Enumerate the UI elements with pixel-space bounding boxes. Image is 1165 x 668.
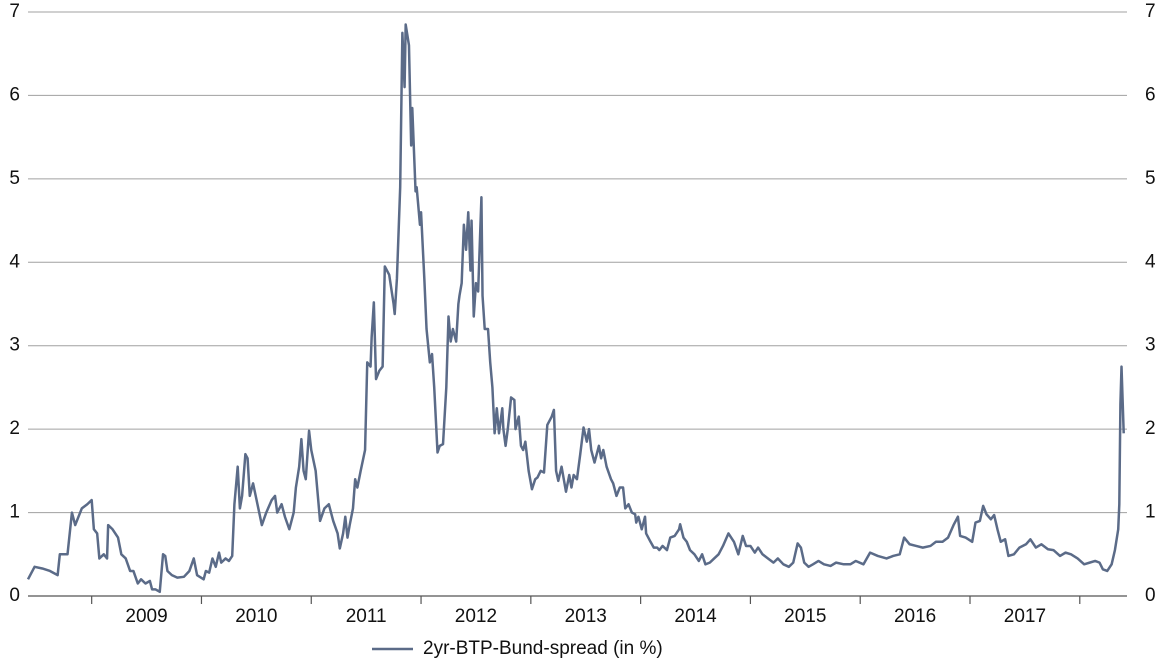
- y2-tick-label: 5: [1145, 168, 1156, 189]
- y2-tick-label: 7: [1145, 1, 1156, 22]
- x-tick-label: 2013: [565, 606, 607, 627]
- y2-tick-label: 1: [1145, 502, 1156, 523]
- y-tick-label: 4: [9, 251, 20, 272]
- x-tick-label: 2009: [125, 606, 167, 627]
- y-tick-label: 6: [9, 84, 20, 105]
- y2-tick-label: 4: [1145, 251, 1156, 272]
- data-line: [26, 23, 1125, 594]
- legend-label: 2yr-BTP-Bund-spread (in %): [423, 638, 663, 659]
- y-tick-label: 5: [9, 168, 20, 189]
- x-tick-label: 2011: [346, 606, 387, 627]
- x-tick-label: 2016: [894, 606, 936, 627]
- y2-tick-label: 2: [1145, 418, 1156, 439]
- y-tick-label: 3: [9, 335, 20, 356]
- y-tick-label: 7: [9, 1, 20, 22]
- y-tick-label: 1: [9, 502, 20, 523]
- y2-tick-label: 3: [1145, 335, 1156, 356]
- y-tick-label: 2: [9, 418, 20, 439]
- x-tick-label: 2014: [674, 606, 717, 627]
- x-tick-label: 2015: [784, 606, 826, 627]
- x-tick-label: 2010: [235, 606, 277, 627]
- y-tick-label: 0: [9, 585, 20, 606]
- x-tick-label: 2012: [455, 606, 497, 627]
- y2-tick-label: 6: [1145, 84, 1156, 105]
- y2-tick-label: 0: [1145, 585, 1156, 606]
- x-tick-label: 2017: [1004, 606, 1046, 627]
